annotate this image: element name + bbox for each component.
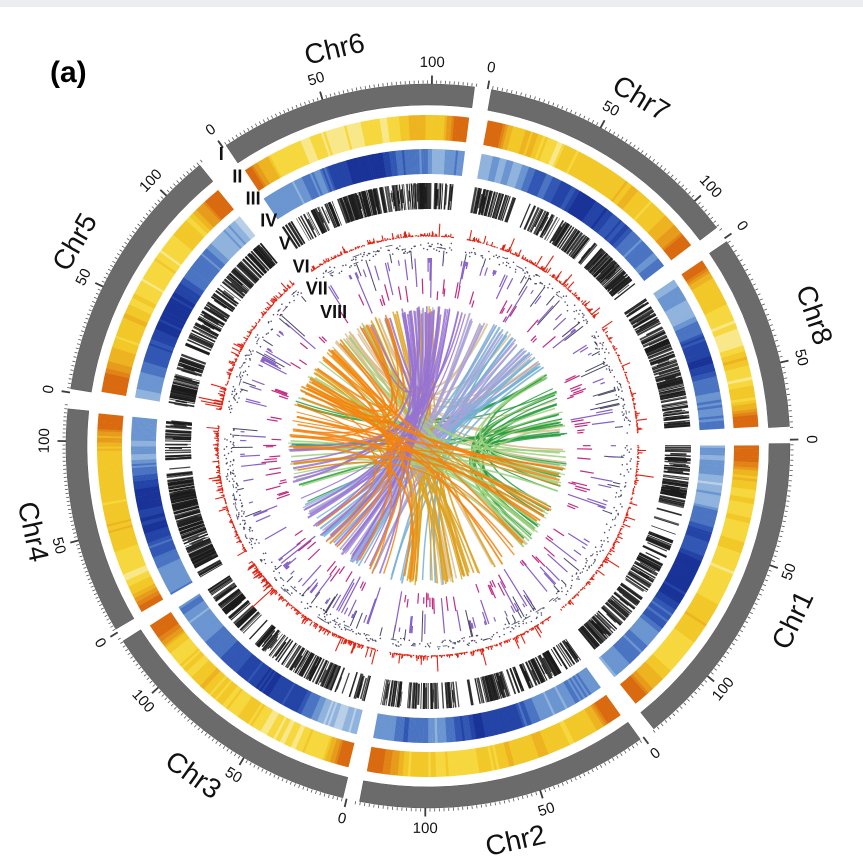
panel-label: (a) <box>50 56 87 89</box>
tick-label-Chr5-50: 50 <box>72 266 95 288</box>
tick-label-Chr2-0: 0 <box>647 744 664 763</box>
tick-label-Chr1-50: 50 <box>778 561 800 582</box>
tick-label-Chr3-50: 50 <box>222 764 245 787</box>
chromosome-label-Chr7: Chr7 <box>607 69 675 127</box>
tick-label-Chr4-50: 50 <box>48 535 69 556</box>
track-V-scatter <box>223 242 632 650</box>
track-label-VIII: VIII <box>320 302 347 322</box>
track-VIII-links <box>288 306 568 586</box>
chromosome-label-Chr6: Chr6 <box>301 27 367 71</box>
chromosome-arc-Chr7 <box>487 89 718 241</box>
track-label-VI: VI <box>293 256 310 276</box>
tick-label-Chr1-0: 0 <box>803 435 820 444</box>
chromosome-label-Chr1: Chr1 <box>765 586 819 654</box>
link-bundle-orange <box>288 314 566 580</box>
track-label-V: V <box>279 233 291 253</box>
chromosome-arc-Chr5 <box>70 164 214 393</box>
track-label-I: I <box>219 144 224 164</box>
tick-label-Chr2-50: 50 <box>536 799 557 820</box>
track-III-tiles <box>164 182 692 710</box>
chromosome-label-Chr3: Chr3 <box>160 745 227 805</box>
tick-label-Chr6-100: 100 <box>420 54 445 71</box>
chromosome-arc-Chr3 <box>122 629 349 799</box>
tick-label-Chr2-100: 100 <box>413 820 438 837</box>
tick-label-Chr3-0: 0 <box>336 809 348 827</box>
tick-label-Chr8-0: 0 <box>733 218 752 235</box>
track-label-II: II <box>232 167 242 187</box>
tick-label-Chr1-100: 100 <box>709 674 738 704</box>
track-IV-histogram <box>198 223 654 672</box>
chromosome-ring <box>57 75 799 817</box>
track-II-heatmap <box>130 148 726 744</box>
tick-label-Chr4-0: 0 <box>91 635 110 651</box>
tick-label-Chr3-100: 100 <box>128 686 157 716</box>
track-label-III: III <box>246 189 261 209</box>
chromosome-arc-Chr4 <box>65 408 135 630</box>
tick-label-Chr4-100: 100 <box>36 428 53 453</box>
top-bar <box>0 0 863 7</box>
chromosome-label-Chr8: Chr8 <box>790 281 839 348</box>
tick-label-Chr6-0: 0 <box>203 121 220 140</box>
chromosome-label-Chr2: Chr2 <box>482 819 548 861</box>
track-VI-needles <box>240 257 616 635</box>
tick-label-Chr8-50: 50 <box>791 348 811 368</box>
chromosome-arc-Chr8 <box>709 241 790 428</box>
track-I-heatmap <box>96 114 760 778</box>
tick-label-Chr7-50: 50 <box>599 97 622 120</box>
chromosome-label-Chr4: Chr4 <box>12 499 55 565</box>
chromosome-label-Chr5: Chr5 <box>46 208 103 276</box>
track-VII-ticks <box>261 278 594 614</box>
track-label-IV: IV <box>260 211 277 231</box>
chromosome-arc-Chr1 <box>640 443 791 730</box>
chromosome-arc-Chr2 <box>359 721 641 809</box>
tick-label-Chr5-0: 0 <box>40 384 58 395</box>
tick-label-Chr7-0: 0 <box>486 59 497 77</box>
track-label-VII: VII <box>306 278 328 298</box>
chromosome-arc-Chr6 <box>225 83 475 164</box>
tick-label-Chr6-50: 50 <box>306 69 327 90</box>
